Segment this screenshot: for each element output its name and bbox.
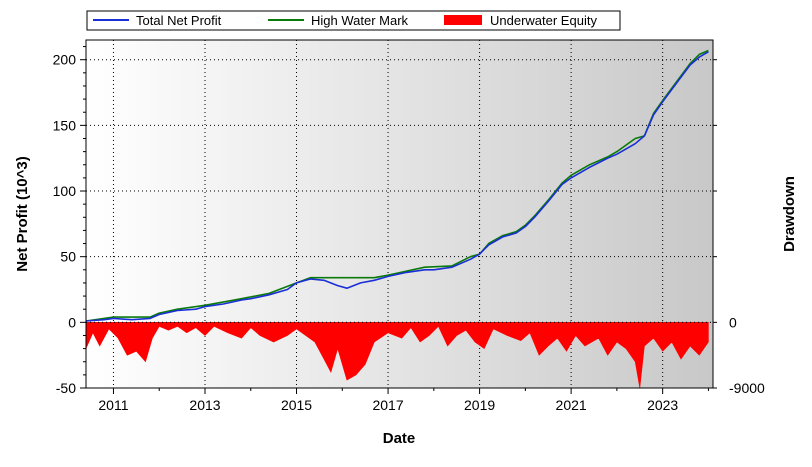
y-tick-label: -50 <box>56 380 76 396</box>
y-tick-label: 150 <box>53 117 77 133</box>
total-net-profit-line <box>85 51 709 322</box>
legend: Total Net Profit High Water Mark Underwa… <box>86 10 621 31</box>
x-tick-label: 2019 <box>464 397 495 413</box>
y-tick-label: 200 <box>53 52 77 68</box>
x-axis-ticks: 2011 2013 2015 2017 2019 2021 2023 <box>98 388 709 413</box>
legend-swatch-underwater <box>444 15 482 25</box>
y-tick-label: 0 <box>68 314 76 330</box>
y2-tick-label: 0 <box>729 314 737 330</box>
y-tick-label: 100 <box>53 183 77 199</box>
legend-label-net-profit: Total Net Profit <box>136 13 222 28</box>
x-axis-title: Date <box>383 430 416 447</box>
y-tick-label: 50 <box>60 249 76 265</box>
x-tick-label: 2021 <box>556 397 587 413</box>
line-series-group <box>85 49 709 322</box>
y-axis-ticks: -50 0 50 100 150 200 <box>53 46 86 396</box>
x-tick-label: 2011 <box>98 397 128 413</box>
y2-axis-ticks: 0 -9000 <box>713 59 765 396</box>
x-tick-label: 2017 <box>372 397 403 413</box>
x-tick-label: 2023 <box>647 397 678 413</box>
y-axis-title: Net Profit (10^3) <box>14 156 31 271</box>
x-tick-label: 2013 <box>189 397 220 413</box>
underwater-area-group <box>85 321 713 389</box>
plot-frame <box>85 39 714 389</box>
legend-box <box>86 10 621 31</box>
legend-label-high-water: High Water Mark <box>311 13 409 28</box>
y2-axis-title: Drawdown <box>781 176 798 252</box>
legend-label-underwater: Underwater Equity <box>490 13 597 28</box>
y2-tick-label: -9000 <box>729 380 765 396</box>
underwater-equity-area <box>85 322 709 389</box>
x-tick-label: 2015 <box>281 397 312 413</box>
